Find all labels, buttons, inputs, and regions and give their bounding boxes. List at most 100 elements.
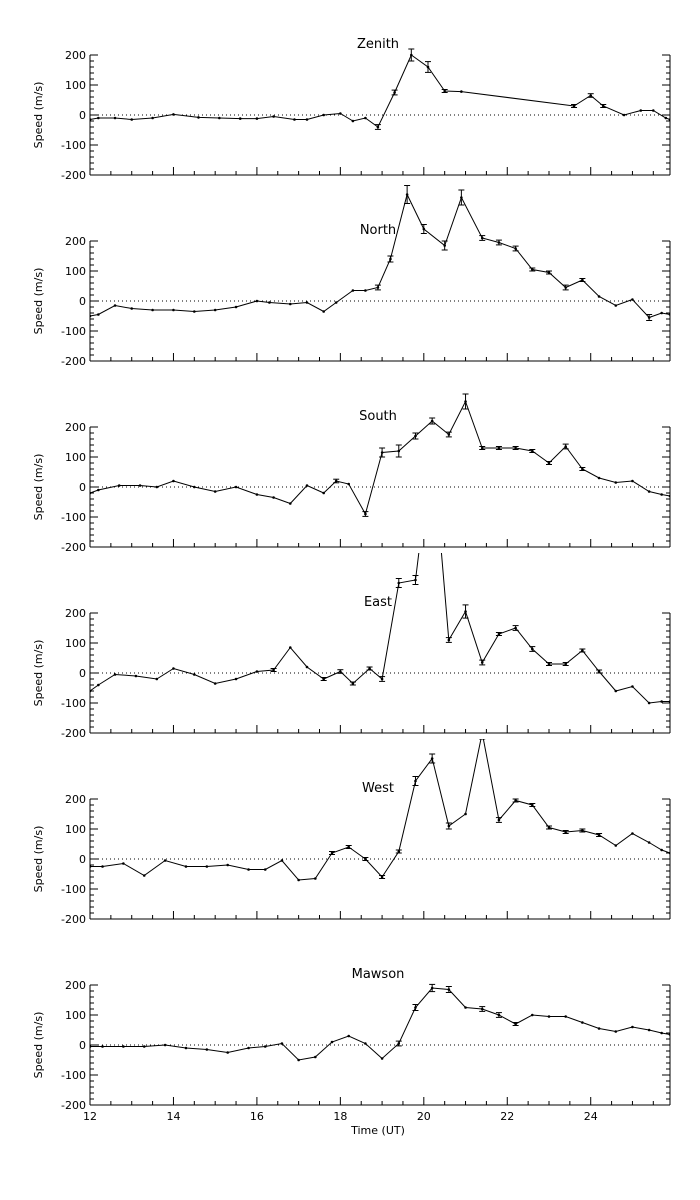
data-point bbox=[218, 116, 221, 120]
data-point bbox=[322, 491, 325, 495]
panel-south: 200 100 0 -100 -200 Speed (m/s) South bbox=[32, 393, 671, 554]
data-point bbox=[668, 494, 670, 498]
y-tick-label: 100 bbox=[65, 1009, 86, 1022]
data-point bbox=[247, 868, 250, 871]
data-point bbox=[614, 689, 618, 693]
data-point bbox=[97, 683, 100, 687]
series-line bbox=[90, 987, 670, 1061]
y-tick-label: -200 bbox=[61, 1099, 86, 1112]
data-point bbox=[322, 113, 325, 117]
y-axis-label: Speed (m/s) bbox=[32, 268, 45, 335]
series-line bbox=[90, 553, 670, 704]
x-tick-label: 12 bbox=[83, 1110, 97, 1123]
data-point bbox=[255, 117, 259, 120]
data-point bbox=[460, 90, 463, 93]
y-tick-label: 100 bbox=[65, 637, 86, 650]
x-tick-label: 20 bbox=[417, 1110, 431, 1123]
y-tick-label: -200 bbox=[61, 169, 86, 182]
panel-west: 200 100 0 -100 -200 Speed (m/s) West bbox=[32, 739, 671, 926]
data-point bbox=[272, 496, 275, 499]
data-point bbox=[668, 851, 670, 855]
data-point bbox=[314, 1055, 317, 1059]
data-point bbox=[305, 484, 309, 487]
data-point bbox=[597, 1027, 601, 1030]
data-point bbox=[238, 117, 242, 120]
data-point bbox=[660, 311, 663, 315]
series-group bbox=[90, 48, 670, 130]
panel-title: Zenith bbox=[357, 37, 399, 52]
data-point bbox=[364, 1042, 367, 1045]
y-tick-label: 0 bbox=[79, 295, 86, 308]
y-tick-label: 100 bbox=[65, 451, 86, 464]
data-point bbox=[163, 1043, 167, 1047]
x-tick-label: 24 bbox=[584, 1110, 598, 1123]
data-point bbox=[226, 1051, 229, 1054]
data-point bbox=[668, 118, 670, 121]
data-point bbox=[631, 832, 634, 835]
data-point bbox=[130, 118, 134, 121]
y-axis-label: Speed (m/s) bbox=[32, 454, 45, 521]
data-point bbox=[90, 314, 92, 318]
y-tick-label: 100 bbox=[65, 265, 86, 278]
data-point bbox=[647, 841, 651, 844]
data-point bbox=[184, 1046, 188, 1050]
data-point bbox=[234, 485, 238, 489]
y-tick-label: -200 bbox=[61, 727, 86, 740]
data-point bbox=[255, 493, 259, 496]
data-point bbox=[660, 493, 663, 496]
data-point bbox=[280, 859, 284, 862]
data-point bbox=[234, 305, 238, 309]
data-point bbox=[597, 295, 601, 298]
data-point bbox=[639, 109, 643, 112]
y-tick-label: -100 bbox=[61, 697, 86, 710]
data-point bbox=[581, 1021, 584, 1024]
data-point bbox=[664, 116, 668, 120]
data-point bbox=[293, 118, 296, 121]
data-point bbox=[330, 1040, 334, 1044]
data-point bbox=[184, 865, 188, 868]
data-point bbox=[122, 1045, 125, 1048]
data-point bbox=[288, 502, 292, 505]
y-tick-label: 200 bbox=[65, 607, 86, 620]
data-point bbox=[122, 862, 125, 865]
data-point bbox=[364, 289, 367, 292]
data-point bbox=[268, 301, 271, 304]
data-point bbox=[305, 301, 309, 304]
y-tick-label: -200 bbox=[61, 541, 86, 554]
data-point bbox=[547, 1015, 551, 1018]
data-point bbox=[263, 1045, 267, 1048]
data-point bbox=[647, 701, 651, 705]
y-tick-label: 200 bbox=[65, 979, 86, 992]
data-point bbox=[351, 289, 355, 292]
y-tick-label: 200 bbox=[65, 793, 86, 806]
panel-east: 200 100 0 -100 -200 Speed (m/s) East bbox=[32, 553, 671, 740]
series-line bbox=[90, 193, 670, 319]
series-group bbox=[90, 983, 670, 1062]
series-line bbox=[90, 54, 670, 128]
data-point bbox=[172, 113, 175, 116]
data-point bbox=[263, 868, 267, 871]
data-point bbox=[652, 109, 655, 112]
data-point bbox=[213, 682, 217, 685]
data-point bbox=[668, 1033, 670, 1036]
y-tick-label: -100 bbox=[61, 883, 86, 896]
data-point bbox=[101, 1045, 104, 1048]
data-point bbox=[97, 313, 100, 316]
data-point bbox=[347, 482, 351, 486]
data-point bbox=[172, 479, 175, 483]
data-point bbox=[668, 313, 670, 316]
data-point bbox=[660, 848, 663, 852]
data-point bbox=[90, 118, 92, 121]
data-point bbox=[90, 689, 92, 693]
data-point bbox=[113, 673, 117, 676]
y-tick-label: 100 bbox=[65, 823, 86, 836]
data-point bbox=[138, 484, 142, 487]
data-point bbox=[288, 302, 292, 306]
data-point bbox=[614, 1030, 618, 1033]
x-tick-label: 16 bbox=[250, 1110, 264, 1123]
data-point bbox=[226, 863, 229, 867]
data-point bbox=[155, 485, 159, 489]
data-point bbox=[255, 670, 259, 673]
data-point bbox=[668, 700, 670, 703]
